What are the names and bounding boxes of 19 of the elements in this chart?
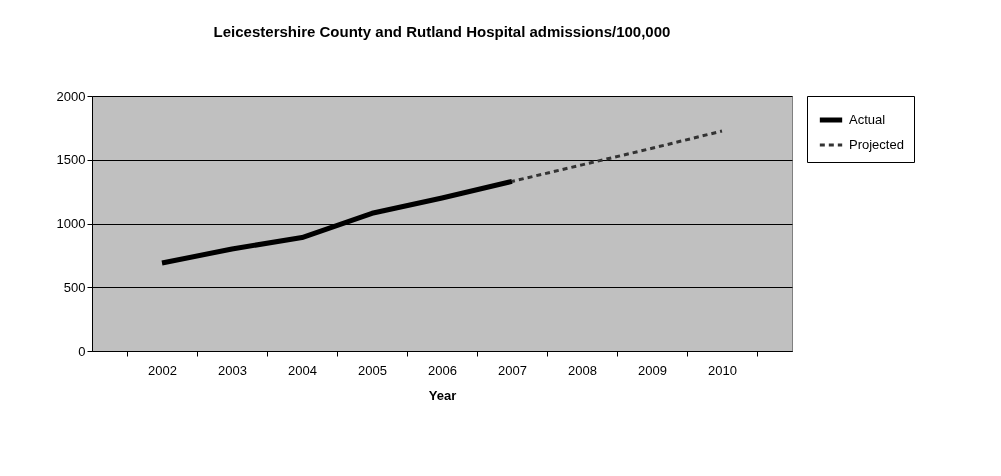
x-tick-label: 2010 [708,362,737,378]
x-tick-label: 2008 [568,362,597,378]
x-tick-label: 2006 [428,362,457,378]
x-tick-label: 2002 [148,362,177,378]
x-tick-label: 2004 [288,362,317,378]
legend-label: Actual [849,112,886,127]
x-tick-label: 2005 [358,362,387,378]
x-tick-label: 2009 [638,362,667,378]
x-axis-title: Year [428,387,457,403]
legend-label: Projected [849,137,904,152]
y-tick-label: 1500 [56,152,86,168]
line-series [510,129,724,183]
chart-title: Leicestershire County and Rutland Hospital admissions/100,000 [213,23,671,40]
x-tick-label: 2007 [498,362,527,378]
y-tick-label: 500 [63,279,86,295]
x-tick-label: 2003 [218,362,247,378]
y-tick-label: 1000 [56,216,86,231]
y-tick-label: 0 [78,343,86,359]
y-tick-label: 2000 [56,88,86,104]
